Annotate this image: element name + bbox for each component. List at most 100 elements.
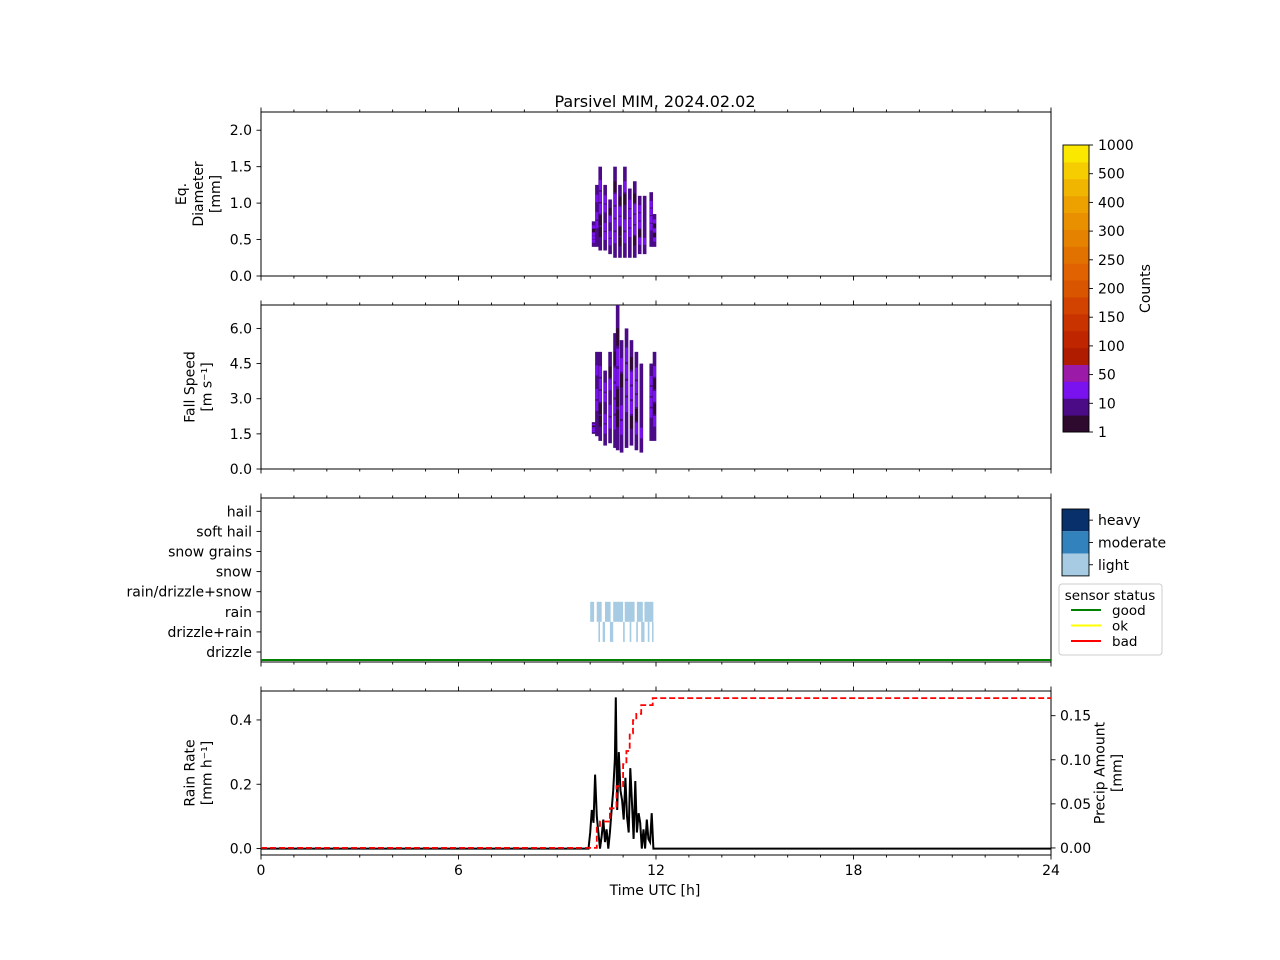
- diameter-cell: [623, 219, 627, 231]
- y-tick-label: 0.0: [230, 842, 252, 858]
- precip-type-rain-cell: [613, 601, 624, 622]
- colorbar-segment: [1063, 195, 1089, 214]
- colorbar-segment: [1063, 178, 1089, 197]
- diameter-cell: [628, 209, 632, 218]
- y-axis-label-fall-speed: Fall Speed: [183, 351, 199, 422]
- fall-speed-cell: [653, 415, 656, 427]
- intensity-label-light: light: [1098, 558, 1130, 574]
- precip-type-label: soft hail: [196, 524, 252, 540]
- colorbar-segment: [1063, 296, 1089, 315]
- precip-type-label: rain/drizzle+snow: [127, 585, 252, 601]
- diameter-cell: [608, 215, 612, 223]
- fall-speed-cell: [595, 412, 599, 423]
- diameter-cell: [628, 228, 632, 238]
- diameter-cell: [598, 191, 602, 202]
- colorbar-segment: [1063, 229, 1089, 247]
- y2-axis-label-precip-amount: [mm]: [1110, 754, 1126, 792]
- fall-speed-cell: [634, 408, 638, 421]
- y-tick-label: 0.5: [230, 233, 252, 249]
- diameter-cell: [608, 223, 612, 231]
- colorbar-tick-label: 100: [1098, 339, 1125, 355]
- fall-speed-cell: [608, 392, 612, 404]
- fall-speed-cell: [608, 417, 612, 429]
- y-tick-label: 3.0: [230, 392, 252, 408]
- fall-speed-cell: [653, 366, 656, 377]
- diameter-cell: [618, 206, 622, 216]
- diameter-cell: [592, 239, 596, 243]
- precip-type-drizzle-rain-cell: [623, 621, 625, 642]
- fall-speed-cell: [630, 357, 633, 370]
- fall-speed-cell: [625, 414, 628, 429]
- precip-type-drizzle-rain-cell: [647, 621, 650, 642]
- fall-speed-cell: [598, 366, 602, 377]
- diameter-cell: [598, 227, 602, 238]
- diameter-cell: [649, 231, 653, 239]
- fall-speed-cell: [620, 358, 624, 372]
- precip-type-rain-cell: [636, 601, 643, 622]
- colorbar-segment: [1063, 161, 1089, 180]
- colorbar-segment: [1063, 415, 1089, 433]
- colorbar-segment: [1063, 398, 1089, 416]
- diameter-cell: [613, 232, 617, 244]
- colorbar-tick-label: 1: [1098, 425, 1107, 441]
- fall-speed-cell: [603, 393, 607, 403]
- colorbar-tick-label: 200: [1098, 282, 1125, 298]
- diameter-cell: [618, 227, 622, 236]
- diameter-cell: [618, 196, 622, 206]
- diameter-cell: [643, 205, 647, 213]
- diameter-cell: [649, 200, 653, 208]
- fall-speed-cell: [592, 425, 596, 428]
- diameter-cell: [603, 213, 607, 222]
- fall-speed-cell: [620, 389, 624, 404]
- fall-speed-cell: [625, 397, 628, 413]
- diameter-cell: [633, 214, 637, 225]
- diameter-cell: [638, 213, 642, 221]
- y2-tick-label: 0.10: [1060, 753, 1091, 769]
- diameter-cell: [603, 232, 607, 240]
- status-legend-label-bad: bad: [1112, 634, 1137, 650]
- fall-speed-cell: [608, 379, 612, 391]
- fall-speed-cell: [613, 383, 617, 398]
- colorbar-segment: [1063, 263, 1089, 281]
- diameter-cell: [592, 232, 596, 236]
- precip-type-drizzle-rain-cell: [598, 621, 601, 642]
- diameter-cell: [643, 221, 647, 229]
- y2-tick-label: 0.00: [1060, 841, 1091, 857]
- fall-speed-cell: [595, 388, 599, 400]
- fall-speed-cell: [634, 381, 638, 394]
- intensity-swatch-light: [1062, 553, 1089, 576]
- diameter-cell: [618, 216, 622, 226]
- diameter-cell: [628, 238, 632, 247]
- intensity-label-moderate: moderate: [1098, 535, 1166, 551]
- y-tick-label: 0.2: [230, 777, 252, 793]
- rain-rate-line: [261, 697, 1051, 850]
- diameter-cell: [598, 203, 602, 214]
- x-axis-label: Time UTC [h]: [609, 883, 701, 899]
- fall-speed-cell: [625, 381, 628, 396]
- colorbar-segment: [1063, 347, 1089, 365]
- diameter-cell: [649, 208, 653, 216]
- precip-type-rain-cell: [596, 601, 602, 622]
- precip-type-label: drizzle: [206, 645, 252, 661]
- fall-speed-cell: [598, 391, 602, 402]
- diameter-cell: [638, 205, 642, 213]
- intensity-legend-frame: [1061, 508, 1090, 577]
- y2-axis-label-precip-amount: Precip Amount: [1093, 721, 1109, 824]
- diameter-cell: [643, 213, 647, 221]
- fall-speed-cell: [620, 405, 624, 419]
- fall-speed-cell: [616, 328, 620, 346]
- y-axis-label-rain-rate: Rain Rate: [183, 739, 199, 806]
- fall-speed-cell: [634, 367, 638, 380]
- x-tick-label: 12: [647, 863, 665, 879]
- colorbar-tick-label: 50: [1098, 368, 1116, 384]
- fall-speed-cell: [613, 399, 617, 414]
- diameter-cell: [653, 237, 656, 242]
- diameter-cell: [653, 219, 656, 224]
- diameter-cell: [598, 215, 602, 226]
- diameter-cell: [603, 222, 607, 231]
- fall-speed-cell: [634, 422, 638, 435]
- diameter-cell: [633, 193, 637, 203]
- colorbar-segment: [1063, 145, 1089, 163]
- fall-speed-cell: [613, 351, 617, 366]
- y-axis-label-diameter: [mm]: [208, 175, 224, 213]
